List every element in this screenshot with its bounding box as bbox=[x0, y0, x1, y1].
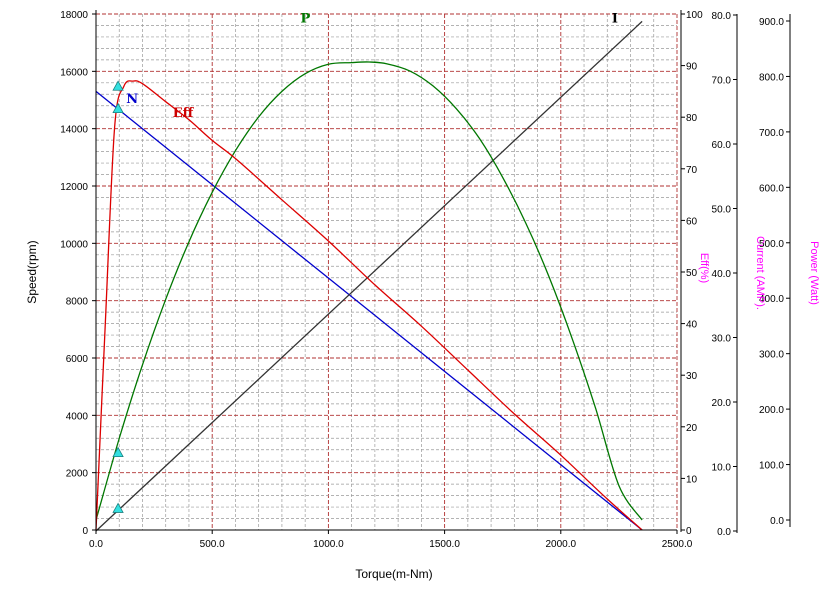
power-tick-label: 200.0 bbox=[759, 405, 784, 416]
y-tick-label: 18000 bbox=[60, 10, 88, 21]
power-tick-label: 300.0 bbox=[759, 350, 784, 361]
current-tick-label: 80.0 bbox=[712, 11, 732, 22]
current-tick-label: 30.0 bbox=[712, 334, 732, 345]
y-tick-label: 8000 bbox=[66, 297, 89, 308]
markers bbox=[112, 80, 124, 513]
series-label-i: I bbox=[612, 12, 618, 27]
power-tick-label: 700.0 bbox=[759, 128, 784, 139]
operating-point-marker bbox=[112, 502, 124, 513]
series-label-p: P bbox=[301, 12, 311, 27]
x-axis-title: Torque(m-Nm) bbox=[355, 567, 432, 581]
power-tick-label: 500.0 bbox=[759, 239, 784, 250]
power-axis-title: Power (Watt) bbox=[808, 241, 820, 305]
y-tick-label: 10000 bbox=[60, 239, 88, 250]
power-tick-label: 600.0 bbox=[759, 183, 784, 194]
x-tick-label: 2000.0 bbox=[546, 539, 577, 550]
power-tick-label: 800.0 bbox=[759, 72, 784, 83]
power-tick-label: 0.0 bbox=[770, 516, 784, 527]
eff-tick-label: 40 bbox=[686, 320, 698, 331]
current-tick-label: 20.0 bbox=[712, 398, 732, 409]
operating-point-marker bbox=[112, 80, 124, 91]
x-tick-label: 1500.0 bbox=[429, 539, 460, 550]
eff-tick-label: 20 bbox=[686, 423, 698, 434]
series-line-eff bbox=[95, 80, 643, 531]
x-tick-label: 1000.0 bbox=[313, 539, 344, 550]
series-label-eff: Eff bbox=[173, 106, 195, 121]
eff-tick-label: 100 bbox=[686, 10, 703, 21]
current-axis-title: Current (AMP). bbox=[754, 236, 766, 310]
x-tick-label: 0.0 bbox=[89, 539, 103, 550]
eff-axis-title: Eff(%) bbox=[698, 253, 710, 283]
eff-tick-label: 0 bbox=[686, 526, 692, 537]
eff-tick-label: 90 bbox=[686, 62, 698, 73]
eff-tick-label: 50 bbox=[686, 268, 698, 279]
eff-tick-label: 80 bbox=[686, 113, 698, 124]
y-tick-label: 16000 bbox=[60, 67, 88, 78]
operating-point-marker bbox=[112, 102, 124, 113]
current-tick-label: 70.0 bbox=[712, 76, 732, 87]
y-tick-label: 14000 bbox=[60, 125, 88, 136]
y-tick-label: 2000 bbox=[66, 469, 89, 480]
current-tick-label: 10.0 bbox=[712, 463, 732, 474]
y-tick-label: 6000 bbox=[66, 354, 89, 365]
current-tick-label: 40.0 bbox=[712, 269, 732, 280]
current-tick-label: 60.0 bbox=[712, 140, 732, 151]
eff-tick-label: 30 bbox=[686, 371, 698, 382]
power-tick-label: 100.0 bbox=[759, 461, 784, 472]
series-line-n bbox=[95, 90, 643, 531]
series-line-p bbox=[95, 61, 643, 521]
curves bbox=[95, 20, 643, 532]
x-tick-label: 2500.0 bbox=[662, 539, 693, 550]
eff-tick-label: 60 bbox=[686, 216, 698, 227]
x-tick-label: 500.0 bbox=[200, 539, 225, 550]
series-label-n: N bbox=[126, 92, 138, 107]
labels: 0.0 500.0 1000.0 1500.0 2000.0 2500.002000400… bbox=[60, 10, 784, 550]
power-tick-label: 900.0 bbox=[759, 17, 784, 28]
power-tick-label: 400.0 bbox=[759, 294, 784, 305]
eff-tick-label: 70 bbox=[686, 165, 698, 176]
y-tick-label: 12000 bbox=[60, 182, 88, 193]
axes bbox=[92, 10, 791, 534]
grid bbox=[96, 13, 678, 530]
y-axis-title: Speed(rpm) bbox=[25, 240, 39, 303]
series-line-i bbox=[95, 20, 643, 532]
y-tick-label: 4000 bbox=[66, 411, 89, 422]
operating-point-marker bbox=[112, 446, 124, 458]
eff-tick-label: 10 bbox=[686, 474, 698, 485]
current-tick-label: 0.0 bbox=[717, 527, 731, 538]
y-tick-label: 0 bbox=[82, 526, 88, 537]
current-tick-label: 50.0 bbox=[712, 205, 732, 216]
